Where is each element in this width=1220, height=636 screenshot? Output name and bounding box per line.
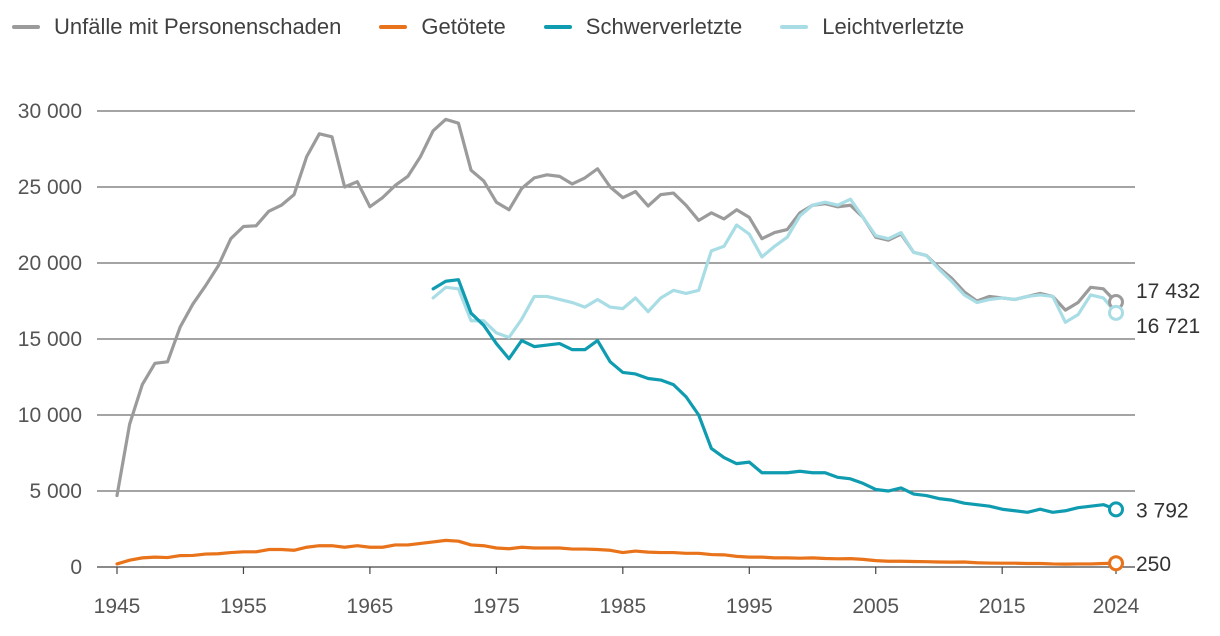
series-lines	[115, 117, 1118, 566]
end-marker-leichtverletzte	[1108, 304, 1124, 321]
x-tick-label: 2015	[979, 595, 1026, 618]
x-tick-label: 1945	[94, 595, 141, 618]
legend-swatch-schwerverletzte	[543, 25, 572, 29]
series-line-schwerverletzte	[431, 278, 1118, 514]
legend-item-unfaelle: Unfälle mit Personenschaden	[12, 14, 341, 40]
legend-swatch-unfaelle	[12, 25, 40, 29]
y-tick-label: 20 000	[18, 252, 82, 275]
end-markers: 17 432 250 3 792 16 721	[1108, 280, 1200, 576]
y-tick-label: 0	[70, 556, 82, 579]
x-tick-label: 2005	[852, 595, 899, 618]
legend-label-leichtverletzte: Leichtverletzte	[822, 14, 965, 39]
x-tick-label: 1955	[220, 595, 267, 618]
end-marker-getoetete	[1108, 555, 1124, 572]
legend-label-getoetete: Getötete	[421, 14, 506, 39]
end-label-getoetete: 250	[1136, 553, 1171, 576]
end-label-unfaelle: 17 432	[1136, 280, 1200, 303]
series-line-leichtverletzte	[431, 197, 1118, 340]
legend-item-leichtverletzte: Leichtverletzte	[780, 14, 964, 40]
chart-legend: Unfälle mit Personenschaden Getötete Sch…	[12, 14, 1002, 40]
end-label-leichtverletzte: 16 721	[1136, 315, 1200, 338]
legend-item-getoetete: Getötete	[379, 14, 506, 40]
y-axis-ticks: 0 5 000 10 000 15 000 20 000 25 000 30 000	[18, 100, 82, 579]
y-tick-label: 25 000	[18, 176, 82, 199]
series-line-getoetete	[115, 538, 1118, 566]
legend-swatch-getoetete	[379, 25, 408, 29]
x-tick-label: 1985	[599, 595, 646, 618]
end-marker-schwerverletzte	[1108, 501, 1124, 518]
legend-swatch-leichtverletzte	[780, 25, 809, 29]
legend-item-schwerverletzte: Schwerverletzte	[543, 14, 743, 40]
x-tick-label: 2024	[1093, 595, 1140, 618]
y-tick-label: 5 000	[29, 480, 82, 503]
series-line-unfaelle	[115, 117, 1118, 498]
x-axis-ticks: 1945 1955 1965 1975 1985 1995 2005 2015 2024	[94, 567, 1140, 618]
legend-label-unfaelle: Unfälle mit Personenschaden	[54, 14, 342, 39]
end-label-schwerverletzte: 3 792	[1136, 499, 1189, 522]
x-tick-label: 1995	[726, 595, 773, 618]
x-tick-label: 1965	[347, 595, 394, 618]
y-tick-label: 15 000	[18, 328, 82, 351]
legend-label-schwerverletzte: Schwerverletzte	[585, 14, 743, 39]
y-tick-label: 30 000	[18, 100, 82, 123]
y-tick-label: 10 000	[18, 404, 82, 427]
grid-lines	[97, 110, 1135, 568]
x-tick-label: 1975	[473, 595, 520, 618]
